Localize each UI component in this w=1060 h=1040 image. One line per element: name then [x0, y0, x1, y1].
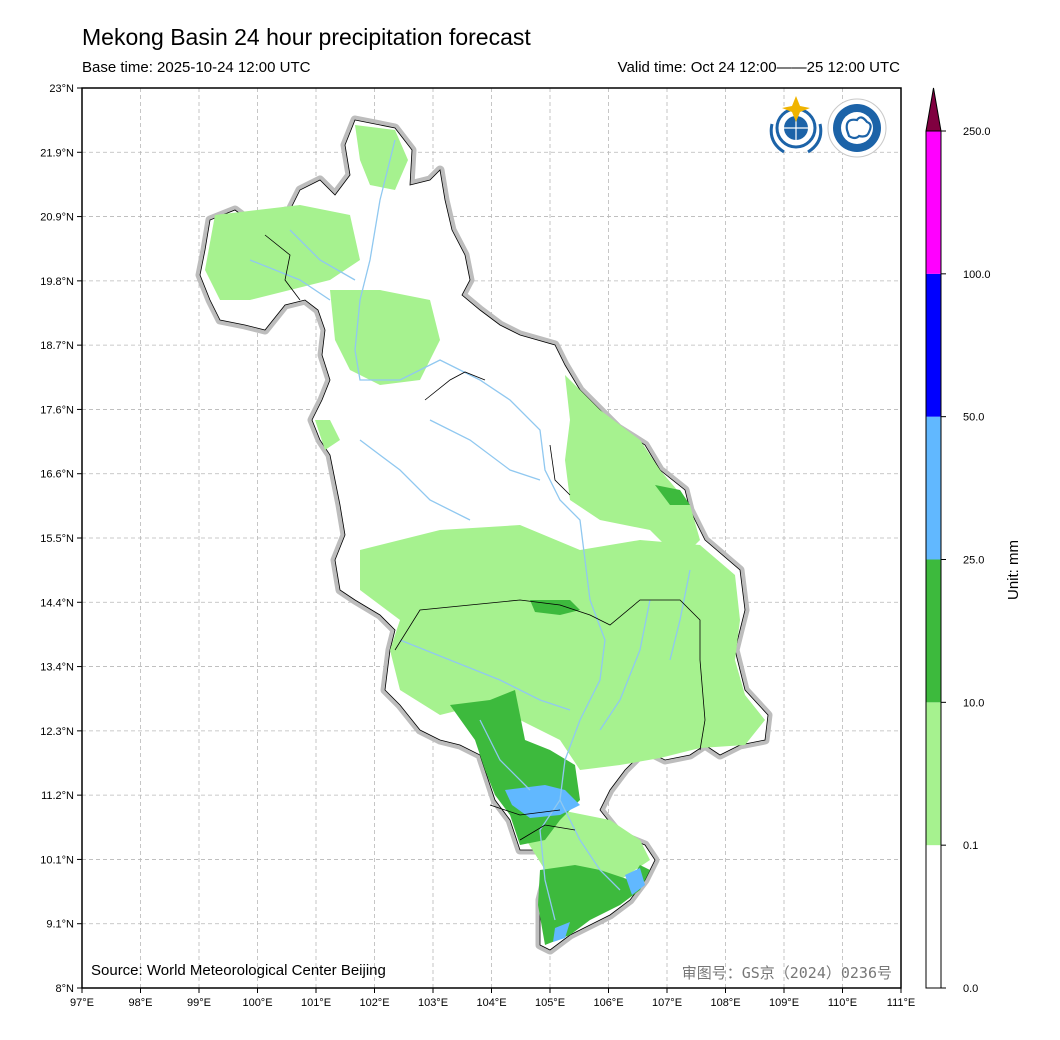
lon-tick-label: 102°E [359, 997, 389, 1009]
lat-tick-label: 17.6°N [40, 404, 74, 416]
map-title: Mekong Basin 24 hour precipitation forec… [82, 24, 531, 50]
colorbar-segment [926, 273, 941, 417]
lat-tick-label: 18.7°N [40, 340, 74, 352]
colorbar-tick-label: 0.0 [963, 983, 978, 995]
lon-tick-label: 109°E [769, 997, 799, 1009]
lat-tick-label: 13.4°N [40, 662, 74, 674]
source-note: Source: World Meteorological Center Beij… [91, 962, 386, 979]
colorbar-segment [926, 416, 941, 560]
rivers [249, 139, 691, 921]
colorbar-segment [926, 559, 941, 703]
lat-tick-label: 21.9°N [40, 147, 74, 159]
lon-tick-label: 110°E [828, 997, 857, 1009]
colorbar-unit-label: Unit: mm [1005, 540, 1022, 600]
lat-tick-label: 14.4°N [40, 597, 74, 609]
lat-tick-label: 11.2°N [41, 790, 74, 802]
colorbar-segment [926, 702, 941, 846]
admin-borders [264, 234, 706, 841]
colorbar-tick-label: 10.0 [963, 697, 984, 709]
lon-tick-label: 108°E [710, 997, 740, 1009]
lat-tick-label: 8°N [56, 983, 75, 995]
lat-tick-label: 10.1°N [40, 854, 74, 866]
lon-tick-label: 111°E [887, 997, 915, 1009]
lon-tick-label: 107°E [652, 997, 682, 1009]
colorbar-tick-label: 100.0 [963, 269, 991, 281]
colorbar-extend-arrow [925, 87, 942, 132]
colorbar-tick-label: 25.0 [963, 555, 984, 567]
lat-tick-label: 16.6°N [40, 469, 74, 481]
lon-tick-label: 103°E [418, 997, 448, 1009]
lon-tick-label: 99°E [187, 997, 211, 1009]
lon-tick-label: 98°E [129, 997, 153, 1009]
colorbar-tick-label: 250.0 [963, 126, 991, 138]
lat-tick-label: 12.3°N [40, 726, 74, 738]
colorbar-tick-label: 0.1 [963, 840, 978, 852]
lat-tick-label: 15.5°N [40, 533, 74, 545]
colorbar-tick-label: 50.0 [963, 412, 984, 424]
lon-tick-label: 105°E [535, 997, 565, 1009]
lon-tick-label: 104°E [476, 997, 506, 1009]
map-review-number: 审图号：GS京（2024）0236号 [681, 964, 892, 982]
lat-tick-label: 20.9°N [40, 212, 74, 224]
colorbar-segment [926, 845, 941, 988]
colorbar: 0.0 0.1 10.0 25.0 50.0 100.0 250.0 [925, 87, 991, 995]
latitude-axis: 23°N 21.9°N 20.9°N 19.8°N 18.7°N 17.6°N 16.6°N… [40, 83, 82, 995]
cma-logo [827, 98, 887, 158]
base-time: Base time: 2025-10-24 12:00 UTC [82, 59, 311, 76]
lat-tick-label: 9.1°N [46, 919, 74, 931]
lon-tick-label: 100°E [242, 997, 272, 1009]
basin-map [195, 115, 773, 955]
lat-tick-label: 19.8°N [40, 276, 74, 288]
lon-tick-label: 106°E [593, 997, 623, 1009]
colorbar-segment [926, 131, 941, 274]
wmo-logo [769, 96, 823, 154]
valid-time: Valid time: Oct 24 12:00——25 12:00 UTC [617, 59, 900, 76]
lon-tick-label: 101°E [301, 997, 331, 1009]
longitude-axis: 97°E 98°E 99°E 100°E 101°E 102°E 103°E 104°E 105… [70, 988, 915, 1009]
lon-tick-label: 97°E [70, 997, 94, 1009]
lat-tick-label: 23°N [49, 83, 74, 95]
